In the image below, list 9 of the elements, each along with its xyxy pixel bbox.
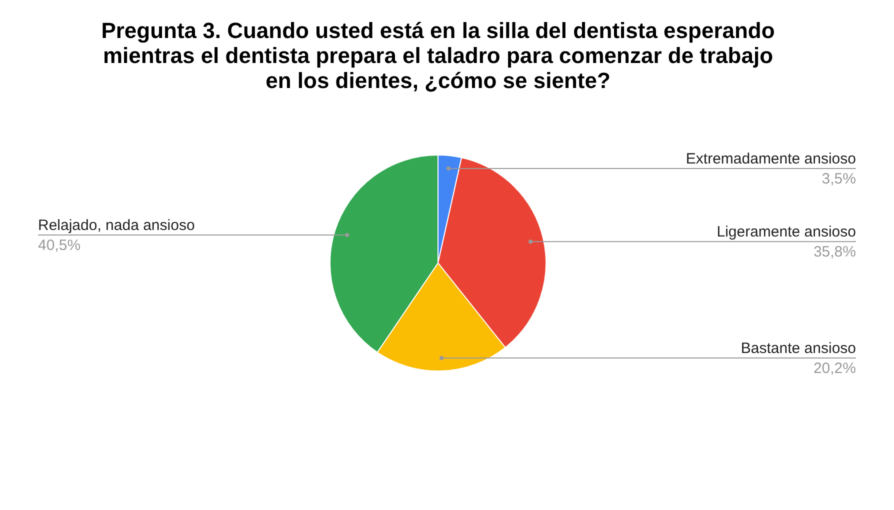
data-label: 35,8% xyxy=(813,244,856,261)
slice-label: Relajado, nada ansioso xyxy=(38,217,195,234)
slice-label: Extremadamente ansioso xyxy=(686,150,856,168)
slice-label: Ligeramente ansioso xyxy=(716,224,856,241)
slice-label: Bastante ansioso xyxy=(740,340,856,357)
chart-title: Pregunta 3. Cuando usted está en la silla del dentista esperando mientras el dentista prepara el taladro para comenzar de trabajo en los dientes, ¿cómo se siente? xyxy=(101,18,775,93)
data-label: 20,2% xyxy=(813,360,856,377)
data-label: 3,5% xyxy=(822,170,856,188)
data-label: 40,5% xyxy=(38,237,81,254)
